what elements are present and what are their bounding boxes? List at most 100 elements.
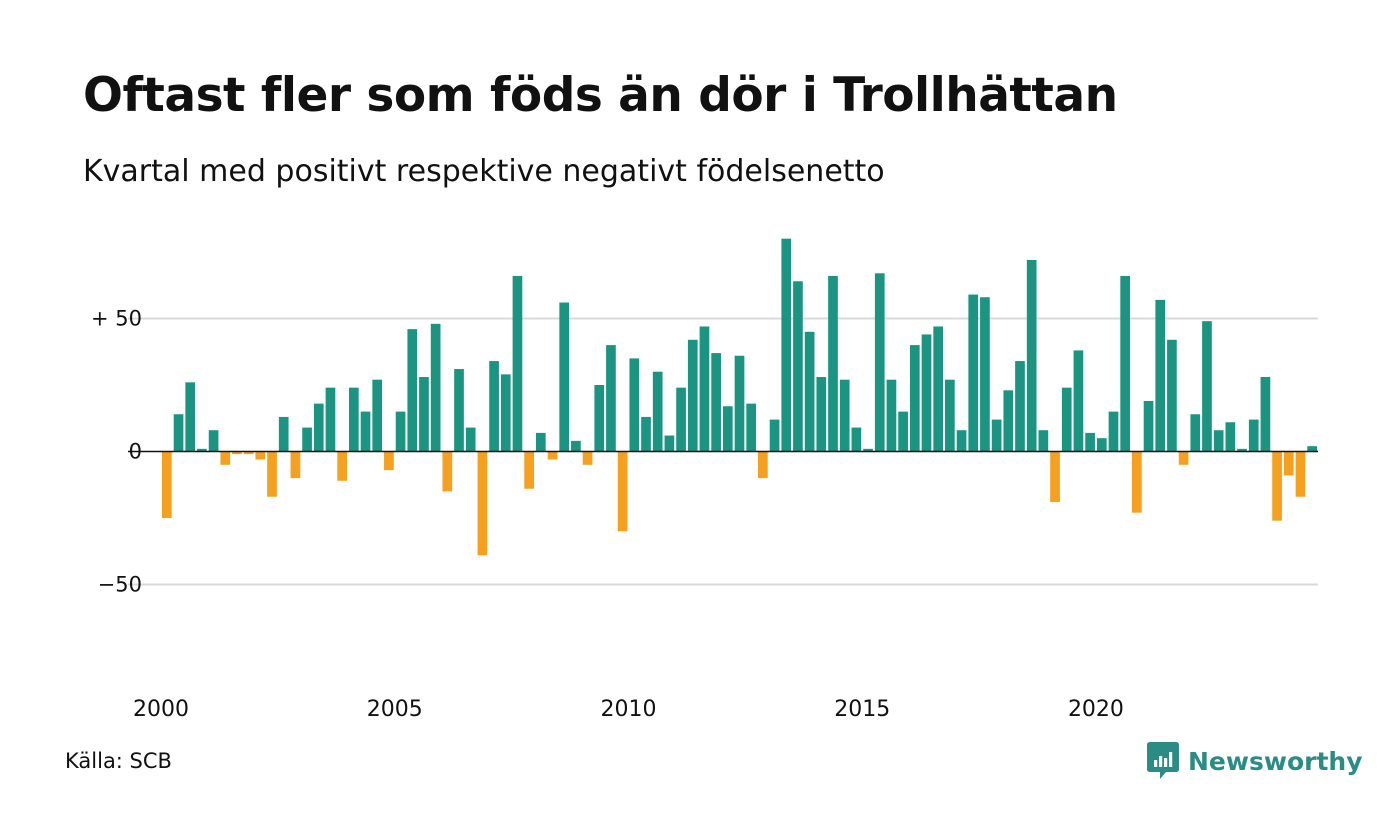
bar: 2019 Q2: 24: [1061, 387, 1072, 452]
bar: 2009 Q3: 40: [606, 345, 616, 452]
chart-title: Oftast fler som föds än dör i Trollhätta…: [83, 68, 1118, 123]
bar: 2001 Q4: -1: [243, 451, 254, 455]
bar: 2014 Q2: 66: [828, 275, 838, 452]
bar: 2014 Q4: 9: [851, 427, 862, 452]
bar: 2006 Q3: 9: [465, 427, 476, 452]
bar: 2004 Q4: -7: [384, 451, 394, 471]
bar: 2017 Q3: 58: [980, 297, 990, 452]
bar: 2003 Q2: 18: [313, 403, 324, 452]
bar: 2007 Q3: 66: [512, 275, 523, 452]
bar: 2022 Q3: 8: [1213, 430, 1224, 452]
bar: 2014 Q3: 27: [839, 379, 850, 452]
bar: 2016 Q4: 27: [945, 379, 955, 452]
bar: 2011 Q3: 47: [699, 326, 710, 452]
bar: 2015 Q1: 1: [863, 448, 873, 452]
bar: 2024 Q2: -17: [1295, 451, 1306, 497]
bar: 2007 Q4: -14: [524, 451, 534, 489]
bar: 2006 Q4: -39: [477, 451, 488, 556]
bars: 2000 Q1: -252000 Q2: 142000 Q3: 262000 Q…: [162, 238, 1317, 556]
bar: 2006 Q2: 31: [454, 369, 464, 452]
bar: 2010 Q3: 30: [652, 371, 663, 452]
bar: 2009 Q4: -30: [617, 451, 628, 532]
bar: 2024 Q3: 2: [1307, 446, 1317, 452]
bar: 2015 Q4: 15: [898, 411, 908, 452]
bar: 2006 Q1: -15: [442, 451, 453, 492]
bar: 2018 Q1: 23: [1003, 390, 1014, 452]
bar: 2018 Q2: 34: [1015, 361, 1025, 452]
bar: 2000 Q4: 1: [197, 448, 207, 452]
bar: 2005 Q4: 48: [430, 323, 441, 452]
bar: 2020 Q3: 66: [1120, 275, 1131, 452]
bar: 2010 Q2: 13: [641, 416, 651, 452]
bar: 2009 Q2: 25: [594, 385, 605, 452]
bar: 2004 Q1: 24: [348, 387, 359, 452]
bar: 2008 Q2: -3: [547, 451, 558, 460]
bar: 2020 Q1: 5: [1096, 438, 1107, 452]
bar: 2001 Q1: 8: [208, 430, 219, 452]
bar: 2020 Q4: -23: [1132, 451, 1142, 513]
bar: 2003 Q1: 9: [302, 427, 312, 452]
y-tick-label: −50: [98, 573, 142, 597]
bar: 2011 Q2: 42: [687, 339, 698, 452]
brand-logo: Newsworthy: [1147, 742, 1363, 780]
bar: 2010 Q1: 35: [629, 358, 640, 452]
chart-subtitle: Kvartal med positivt respektive negativt…: [83, 154, 885, 189]
x-tick-label: 2020: [1068, 697, 1124, 722]
bar: 2015 Q2: 67: [874, 273, 885, 452]
bar: 2013 Q2: 80: [781, 238, 792, 452]
bar: 2020 Q2: 15: [1108, 411, 1119, 452]
bar: 2017 Q1: 8: [956, 430, 967, 452]
bar: 2024 Q1: -9: [1283, 451, 1294, 476]
x-tick-label: 2005: [367, 697, 423, 722]
gridlines: [128, 317, 1318, 586]
bar: 2002 Q4: -10: [290, 451, 301, 479]
bar: 2017 Q2: 59: [968, 294, 979, 452]
bar: 2002 Q3: 13: [278, 416, 289, 452]
bar: 2019 Q4: 7: [1085, 432, 1095, 452]
bar: 2010 Q4: 6: [664, 435, 675, 452]
bar: 2008 Q3: 56: [559, 302, 570, 452]
bar: 2011 Q1: 24: [676, 387, 686, 452]
bar: 2021 Q1: 19: [1143, 400, 1154, 452]
bar: 2016 Q2: 44: [921, 334, 932, 452]
bar: 2017 Q4: 12: [991, 419, 1002, 452]
x-tick-label: 2000: [133, 697, 189, 722]
bar: 2003 Q4: -11: [337, 451, 347, 481]
x-tick-label: 2015: [834, 697, 890, 722]
y-tick-label: + 50: [91, 307, 142, 331]
bar: 2012 Q3: 18: [746, 403, 757, 452]
bar: 2018 Q3: 72: [1026, 259, 1037, 452]
brand-name: Newsworthy: [1188, 746, 1363, 776]
bar: 2000 Q2: 14: [173, 414, 184, 452]
x-tick-label: 2010: [600, 697, 656, 722]
bar: 2015 Q3: 27: [886, 379, 897, 452]
bar: 2007 Q1: 34: [489, 361, 499, 452]
bar: 2007 Q2: 29: [500, 374, 511, 452]
bar: 2008 Q1: 7: [535, 432, 546, 452]
bar: 2021 Q2: 57: [1155, 299, 1166, 452]
bar: 2023 Q4: -26: [1272, 451, 1282, 521]
bar: 2002 Q2: -17: [267, 451, 277, 497]
bar: 2013 Q1: 12: [769, 419, 780, 452]
bar: 2021 Q3: 42: [1167, 339, 1177, 452]
bar: 2013 Q4: 45: [804, 331, 815, 452]
bar: 2004 Q3: 27: [372, 379, 383, 452]
bar: 2002 Q1: -3: [255, 451, 266, 460]
bar: 2004 Q2: 15: [360, 411, 371, 452]
bar: 2016 Q1: 40: [909, 345, 920, 452]
bar: 2001 Q3: -1: [232, 451, 242, 455]
bar: 2000 Q3: 26: [185, 382, 196, 452]
bar: 2023 Q2: 12: [1248, 419, 1259, 452]
bar: 2008 Q4: 4: [571, 440, 581, 452]
bar: 2011 Q4: 37: [711, 353, 721, 452]
bar: 2009 Q1: -5: [582, 451, 593, 465]
bar: 2005 Q2: 46: [407, 329, 418, 452]
bar: 2012 Q4: -10: [758, 451, 768, 479]
bar: 2023 Q3: 28: [1260, 377, 1271, 452]
bar: 2018 Q4: 8: [1038, 430, 1049, 452]
bar: 2012 Q2: 36: [734, 355, 745, 452]
bar: 2013 Q3: 64: [793, 281, 803, 452]
bar: 2022 Q2: 49: [1202, 321, 1212, 452]
